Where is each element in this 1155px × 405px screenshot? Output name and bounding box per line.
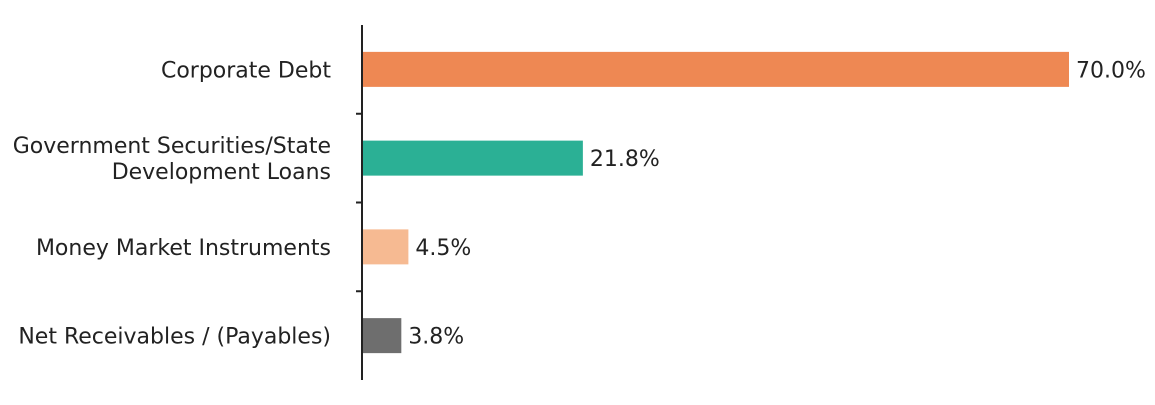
data-label-1: 70.0% — [1076, 58, 1146, 83]
bar-1 — [363, 51, 1069, 87]
category-label-2: Government Securities/State — [13, 134, 331, 159]
data-label-4: 3.8% — [408, 325, 464, 350]
bar-2 — [363, 140, 583, 176]
bar-4 — [363, 318, 402, 354]
category-label-2: Development Loans — [112, 160, 331, 185]
data-label-3: 4.5% — [415, 236, 471, 261]
category-label-3: Money Market Instruments — [36, 236, 331, 261]
data-label-2: 21.8% — [590, 147, 660, 172]
bar-3 — [363, 229, 409, 265]
category-label-1: Corporate Debt — [161, 58, 331, 83]
category-label-4: Net Receivables / (Payables) — [18, 325, 331, 350]
